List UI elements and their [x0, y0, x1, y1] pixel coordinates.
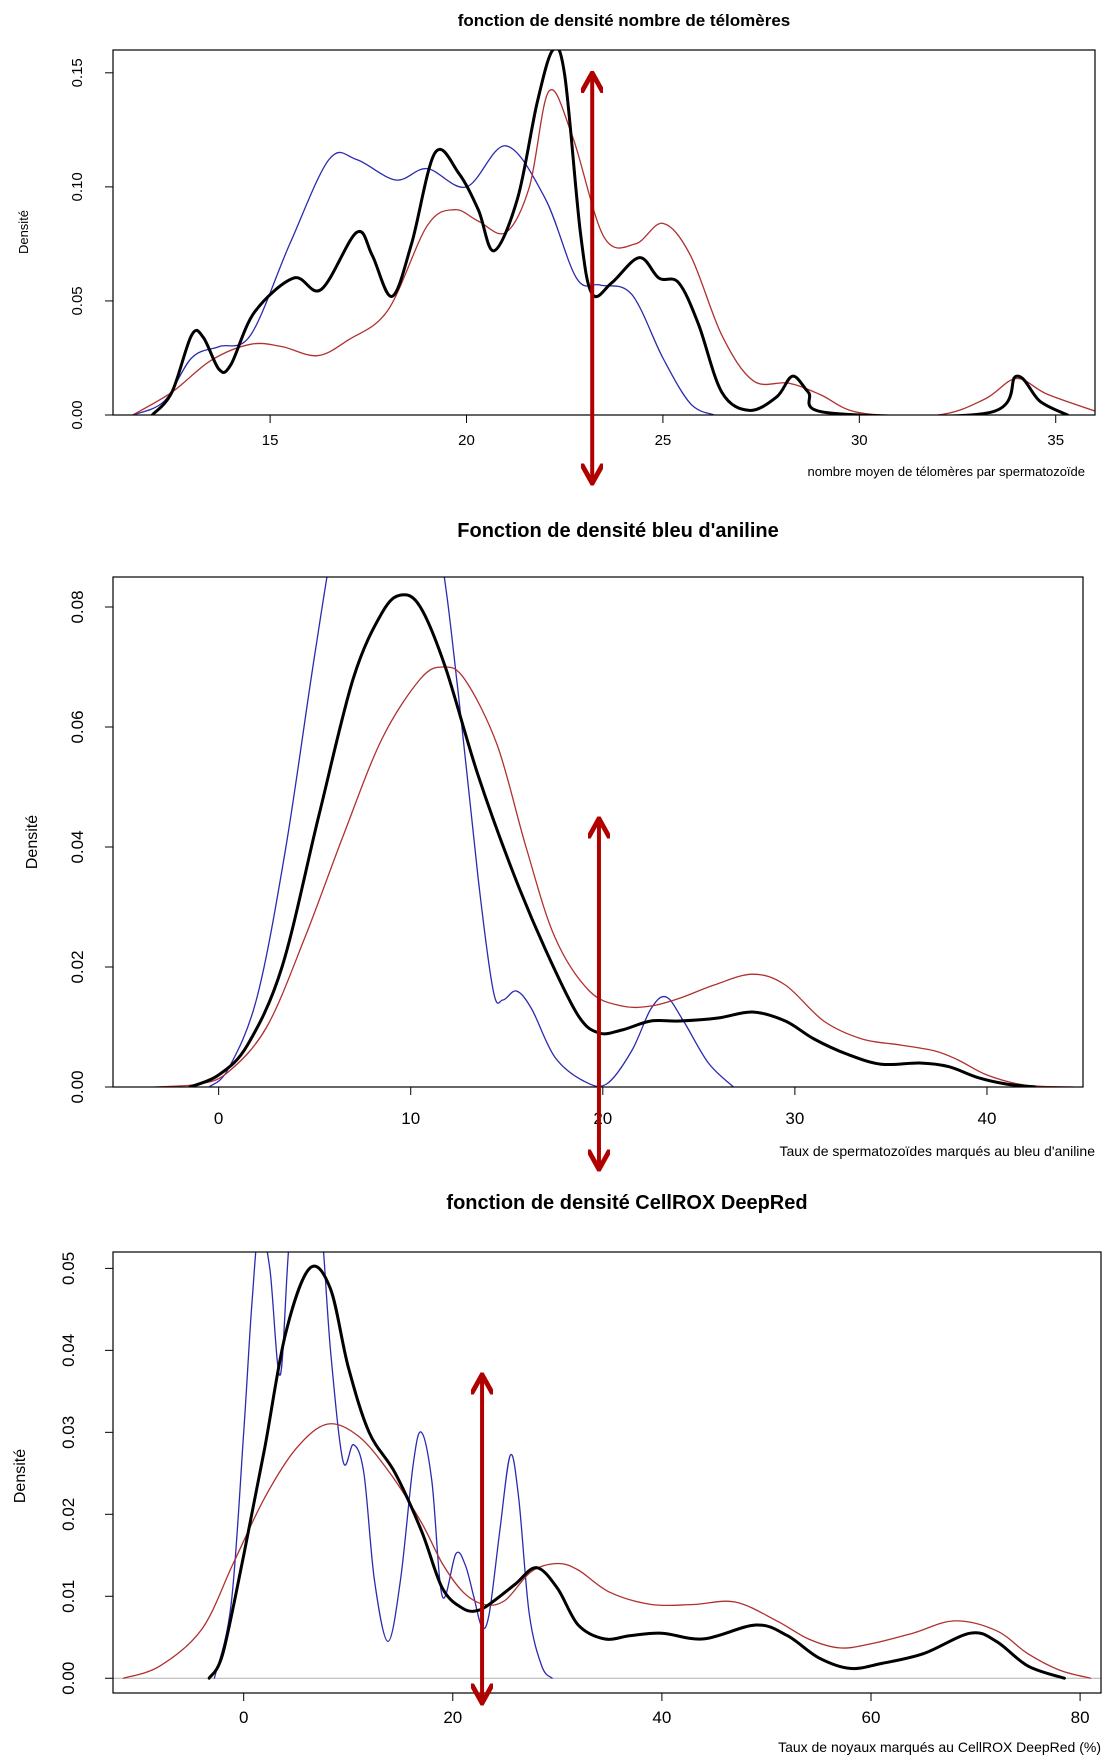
density-line-black [150, 50, 1069, 415]
series-group [131, 50, 1095, 415]
y-tick-label: 0.05 [69, 286, 86, 315]
x-tick-label: 40 [652, 1708, 671, 1727]
series-group [122, 1252, 1092, 1680]
density-line-red [131, 89, 1095, 415]
chart-title: fonction de densité CellROX DeepRed [446, 1192, 807, 1214]
x-axis-label: Taux de noyaux marqués au CellROX DeepRe… [778, 1739, 1101, 1755]
y-tick-label: 0.15 [69, 58, 86, 87]
density-line-blue [208, 577, 735, 1087]
x-tick-label: 30 [851, 432, 868, 449]
y-tick-label: 0.00 [69, 400, 86, 429]
plot-frame [112, 1251, 1102, 1694]
x-tick-label: 30 [785, 1109, 804, 1128]
y-tick-label: 0.06 [68, 710, 87, 743]
y-tick-label: 0.03 [59, 1416, 78, 1449]
density-chart-3: fonction de densité CellROX DeepRed 0 20 40… [12, 1192, 1102, 1755]
x-tick-label: 80 [1071, 1708, 1090, 1727]
x-tick-label: 0 [239, 1708, 248, 1727]
series-group [154, 577, 1075, 1087]
x-tick-label: 20 [458, 432, 475, 449]
density-line-blue [213, 1252, 553, 1679]
density-line-red [154, 666, 1075, 1087]
density-line-black [188, 593, 1037, 1087]
y-tick-label: 0.08 [68, 590, 87, 623]
y-tick-label: 0.05 [59, 1252, 78, 1285]
x-tick-label: 20 [593, 1109, 612, 1128]
x-tick-label: 15 [262, 432, 279, 449]
density-chart-2: Fonction de densité bleu d'aniline 0 10 20 3… [24, 520, 1095, 1165]
x-tick-label: 10 [401, 1109, 420, 1128]
y-tick-label: 0.02 [59, 1498, 78, 1531]
density-line-blue [131, 145, 715, 415]
density-line-red [122, 1423, 1092, 1679]
chart-title: Fonction de densité bleu d'aniline [457, 520, 778, 542]
y-tick-label: 0.04 [68, 830, 87, 863]
x-tick-label: 40 [977, 1109, 996, 1128]
density-chart-1: fonction de densité nombre de télomères 1… [16, 11, 1096, 479]
density-line-black [207, 1264, 1066, 1680]
y-axis-label: Densité [24, 815, 41, 869]
y-tick-label: 0.02 [68, 950, 87, 983]
x-tick-label: 25 [655, 432, 672, 449]
y-tick-label: 0.00 [59, 1662, 78, 1695]
y-tick-label: 0.00 [68, 1070, 87, 1103]
y-tick-label: 0.01 [59, 1580, 78, 1613]
x-tick-label: 35 [1047, 432, 1064, 449]
x-axis-label: nombre moyen de télomères par spermatozo… [808, 464, 1085, 479]
x-axis-label: Taux de spermatozoïdes marqués au bleu d… [779, 1143, 1095, 1159]
y-axis-label: Densité [16, 210, 31, 254]
y-tick-label: 0.10 [69, 172, 86, 201]
x-tick-label: 20 [443, 1708, 462, 1727]
chart-title: fonction de densité nombre de télomères [458, 11, 791, 30]
y-axis-label: Densité [12, 1449, 29, 1503]
x-tick-label: 0 [214, 1109, 223, 1128]
plot-frame [112, 49, 1096, 416]
y-tick-label: 0.04 [59, 1334, 78, 1367]
x-tick-label: 60 [862, 1708, 881, 1727]
